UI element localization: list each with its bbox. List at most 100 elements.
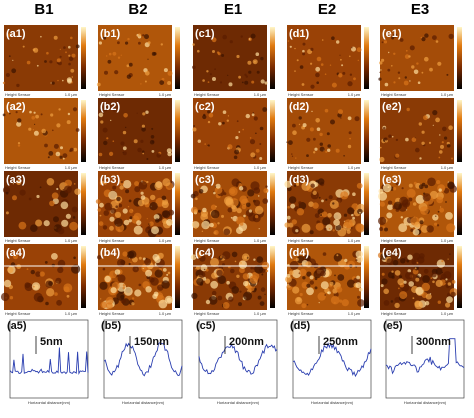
texture-spot <box>409 80 411 82</box>
texture-spot <box>262 198 269 204</box>
texture-spot <box>259 157 263 160</box>
texture-spot <box>415 277 420 282</box>
texture-spot <box>330 119 335 125</box>
sensor-label: Height Sensor <box>381 92 407 97</box>
scale-label: 1.0 µm <box>65 92 78 97</box>
texture-spot <box>162 178 171 187</box>
texture-spot <box>99 214 102 217</box>
texture-spot <box>436 180 441 185</box>
texture-spot <box>339 299 343 303</box>
texture-spot <box>421 71 424 74</box>
texture-spot <box>62 157 65 160</box>
texture-spot <box>310 84 315 89</box>
colorbar <box>364 173 369 235</box>
profile-frame <box>292 319 372 399</box>
afm-panel: (a3) Height Sensor 1.0 µm <box>2 171 86 243</box>
sensor-label: Height Sensor <box>99 165 125 170</box>
afm-panel: (d2) Height Sensor 1.0 µm <box>286 98 369 170</box>
texture-spot <box>222 110 227 114</box>
texture-spot <box>103 107 108 112</box>
texture-spot <box>39 186 42 189</box>
texture-spot <box>106 55 108 57</box>
texture-spot <box>437 300 441 304</box>
afm-panel: (d1) Height Sensor 1.0 µm <box>287 25 369 97</box>
texture-spot <box>248 38 251 40</box>
texture-spot <box>324 227 327 231</box>
texture-spot <box>205 299 211 305</box>
texture-spot <box>446 73 449 76</box>
panel-label: (d2) <box>289 101 310 113</box>
texture-spot <box>442 126 447 132</box>
x-axis-label: Horizontal distance(nm) <box>122 400 165 405</box>
texture-spot <box>446 223 456 233</box>
profile-label: (d5) <box>290 320 311 332</box>
texture-spot <box>321 39 324 41</box>
texture-spot <box>40 35 42 38</box>
texture-spot <box>440 144 444 149</box>
texture-spot <box>319 142 323 146</box>
texture-spot <box>356 223 365 233</box>
texture-spot <box>379 156 385 163</box>
texture-spot <box>127 37 130 41</box>
texture-spot <box>287 40 290 42</box>
texture-spot <box>63 46 66 49</box>
texture-spot <box>241 81 244 84</box>
texture-spot <box>451 157 453 160</box>
texture-spot <box>193 209 198 214</box>
colorbar <box>270 246 275 308</box>
caption-strip <box>193 310 267 316</box>
texture-spot <box>432 35 437 40</box>
texture-spot <box>70 68 75 73</box>
texture-spot <box>254 264 264 274</box>
texture-spot <box>260 79 265 84</box>
texture-spot <box>196 252 203 258</box>
scale-label: 1.0 µm <box>254 311 267 316</box>
texture-spot <box>289 270 294 276</box>
texture-spot <box>28 127 32 131</box>
texture-spot <box>192 65 196 70</box>
texture-spot <box>435 117 440 123</box>
texture-spot <box>46 51 49 55</box>
texture-spot <box>416 62 419 65</box>
texture-spot <box>192 43 195 46</box>
texture-spot <box>17 142 21 145</box>
texture-spot <box>210 209 220 219</box>
texture-spot <box>424 56 429 62</box>
texture-spot <box>103 140 108 146</box>
texture-spot <box>33 285 35 288</box>
texture-spot <box>243 214 246 218</box>
texture-spot <box>293 259 296 262</box>
texture-spot <box>238 131 241 133</box>
texture-spot <box>153 52 157 56</box>
texture-spot <box>355 250 363 258</box>
texture-spot <box>145 71 150 76</box>
texture-spot <box>285 276 292 283</box>
texture-spot <box>395 138 399 142</box>
panel-label: (c2) <box>195 101 215 113</box>
texture-spot <box>110 287 117 294</box>
column-header: E2 <box>318 1 336 18</box>
texture-spot <box>414 300 423 310</box>
texture-spot <box>44 143 48 148</box>
afm-panel: (c1) Height Sensor 1.0 µm <box>192 25 275 97</box>
texture-spot <box>309 280 314 285</box>
colorbar <box>364 100 369 162</box>
texture-spot <box>5 73 10 77</box>
texture-spot <box>225 197 233 205</box>
texture-spot <box>149 221 154 226</box>
sensor-label: Height Sensor <box>194 165 220 170</box>
texture-spot <box>382 183 392 193</box>
texture-spot <box>166 273 169 276</box>
texture-spot <box>379 201 385 207</box>
texture-spot <box>5 211 9 215</box>
texture-spot <box>60 146 63 150</box>
panel-label: (a4) <box>6 247 26 259</box>
texture-spot <box>355 203 358 205</box>
texture-spot <box>242 128 244 131</box>
afm-panel: (b1) Height Sensor 1.0 µm <box>96 25 180 97</box>
texture-spot <box>58 108 61 111</box>
scale-label: 1.0 µm <box>348 311 361 316</box>
texture-spot <box>145 286 152 293</box>
texture-spot <box>348 131 352 135</box>
texture-spot <box>73 183 76 185</box>
